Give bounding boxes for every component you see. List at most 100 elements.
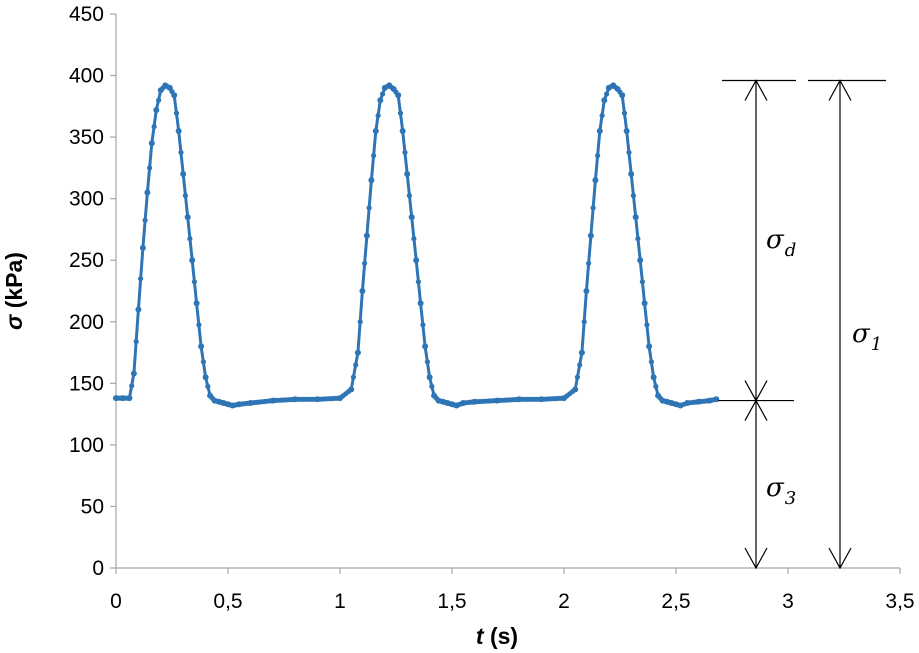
data-point: [626, 149, 632, 156]
data-point: [148, 140, 155, 147]
series-layer: [113, 82, 720, 409]
data-point: [583, 288, 590, 294]
data-point: [599, 113, 605, 119]
data-point: [644, 322, 650, 328]
data-point: [130, 370, 137, 377]
data-point: [380, 91, 386, 97]
data-point: [144, 189, 151, 196]
data-point: [139, 244, 146, 251]
arrow-head: [744, 399, 768, 421]
data-point: [175, 128, 182, 134]
data-point: [619, 92, 626, 99]
data-point: [171, 92, 178, 99]
data-point: [372, 128, 379, 134]
data-point: [178, 149, 184, 156]
x-tick-label: 2,5: [661, 590, 690, 613]
data-point: [413, 257, 420, 264]
data-point: [713, 396, 720, 403]
data-point: [187, 236, 193, 242]
data-point: [596, 128, 603, 134]
data-point: [363, 232, 370, 239]
data-point: [202, 374, 209, 381]
data-point: [429, 383, 435, 389]
data-point: [587, 232, 594, 239]
data-point: [193, 300, 200, 307]
data-point: [637, 257, 644, 264]
x-tick-label: 0: [110, 590, 122, 613]
data-point: [628, 171, 635, 177]
data-point: [572, 386, 579, 393]
axes: 0 50 100 150 200 250 300 350 400 450 0 0,5 1 1,5 2 2,5 3…: [69, 3, 915, 613]
y-tick-label: 0: [92, 557, 104, 580]
data-point: [200, 359, 206, 365]
sigma-3-label: σ3: [766, 473, 796, 509]
data-point: [402, 149, 408, 156]
data-point: [147, 165, 153, 171]
data-point: [357, 319, 363, 325]
x-tick-label: 3,5: [885, 590, 914, 613]
data-point: [424, 359, 430, 365]
data-point: [142, 217, 148, 223]
sigma-d-label: σd: [766, 225, 796, 261]
data-point: [592, 177, 599, 184]
data-point: [135, 306, 142, 313]
arrow-head: [828, 547, 852, 570]
data-point: [196, 322, 202, 328]
arrow-head: [828, 79, 852, 101]
data-point: [191, 279, 197, 285]
data-point: [641, 300, 648, 307]
data-point: [399, 128, 406, 134]
data-point: [417, 300, 424, 307]
data-point: [371, 153, 377, 159]
data-point: [648, 359, 655, 365]
data-point: [595, 153, 601, 159]
data-point: [182, 193, 188, 199]
data-point: [362, 260, 368, 266]
data-point: [375, 113, 381, 119]
y-tick-label: 300: [69, 188, 104, 211]
data-point: [377, 97, 384, 104]
x-tick-label: 1: [334, 590, 346, 613]
data-point: [621, 110, 628, 116]
data-point: [650, 374, 657, 381]
data-point: [639, 279, 646, 285]
y-tick-label: 350: [69, 126, 104, 149]
data-point: [126, 395, 133, 402]
data-point: [630, 193, 637, 199]
data-point: [415, 279, 421, 285]
data-point: [348, 386, 355, 393]
data-point: [574, 374, 581, 380]
data-point: [406, 193, 412, 199]
data-point: [586, 260, 592, 266]
x-tick-label: 0,5: [213, 590, 242, 613]
data-point: [408, 214, 415, 221]
y-tick-label: 100: [69, 434, 104, 457]
data-point: [581, 319, 587, 325]
x-tick-label: 2: [558, 590, 570, 613]
y-axis-title: σ (kPa): [1, 252, 27, 330]
data-point: [368, 177, 375, 184]
data-point: [129, 383, 135, 389]
y-tick-label: 400: [69, 65, 104, 88]
data-point: [350, 374, 356, 380]
data-point: [156, 97, 162, 103]
data-point: [366, 205, 372, 211]
data-point: [623, 128, 630, 134]
data-point: [577, 362, 583, 368]
data-point: [180, 171, 187, 177]
data-point: [354, 349, 361, 356]
data-point: [198, 343, 205, 350]
data-point: [578, 349, 585, 356]
arrow-head: [744, 79, 768, 101]
data-point: [426, 374, 433, 381]
data-point: [133, 338, 139, 345]
data-point: [359, 288, 366, 294]
axis-labels: t (s) σ (kPa): [1, 252, 518, 649]
data-point: [422, 343, 429, 350]
data-point: [205, 383, 211, 389]
x-tick-label: 3: [782, 590, 794, 613]
data-point: [138, 276, 144, 282]
data-point: [632, 214, 639, 221]
data-point: [604, 91, 610, 97]
